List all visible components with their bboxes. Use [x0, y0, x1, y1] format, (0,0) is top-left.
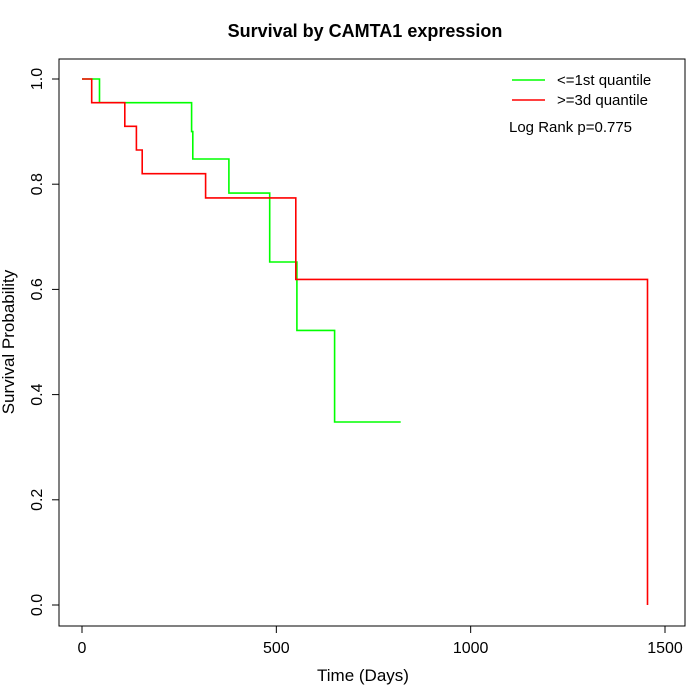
y-tick-label: 0.8	[29, 173, 46, 195]
series-line-2	[82, 78, 649, 605]
series-layer	[82, 78, 649, 605]
y-tick-label: 0.4	[29, 383, 46, 405]
legend-label-1: <=1st quantile	[557, 72, 651, 89]
x-tick-label: 0	[78, 640, 87, 657]
y-axis-label: Survival Probability	[0, 269, 18, 414]
series-line-1	[82, 78, 401, 423]
chart-title: Survival by CAMTA1 expression	[228, 21, 503, 41]
x-axis-label: Time (Days)	[317, 666, 409, 685]
x-tick-label: 1500	[647, 640, 683, 657]
y-tick-label: 0.2	[29, 489, 46, 511]
log-rank-annotation: Log Rank p=0.775	[509, 119, 632, 136]
x-tick-label: 1000	[453, 640, 489, 657]
y-tick-label: 0.0	[29, 594, 46, 616]
x-axis: 0 500 1000 1500	[78, 625, 683, 657]
x-tick-label: 500	[263, 640, 290, 657]
y-tick-label: 0.6	[29, 278, 46, 300]
plot-frame	[58, 58, 686, 627]
y-tick-label: 1.0	[29, 68, 46, 90]
legend-label-2: >=3d quantile	[557, 92, 648, 109]
y-axis: 0.0 0.2 0.4 0.6 0.8 1.0	[29, 68, 60, 616]
legend: <=1st quantile >=3d quantile	[512, 72, 651, 109]
